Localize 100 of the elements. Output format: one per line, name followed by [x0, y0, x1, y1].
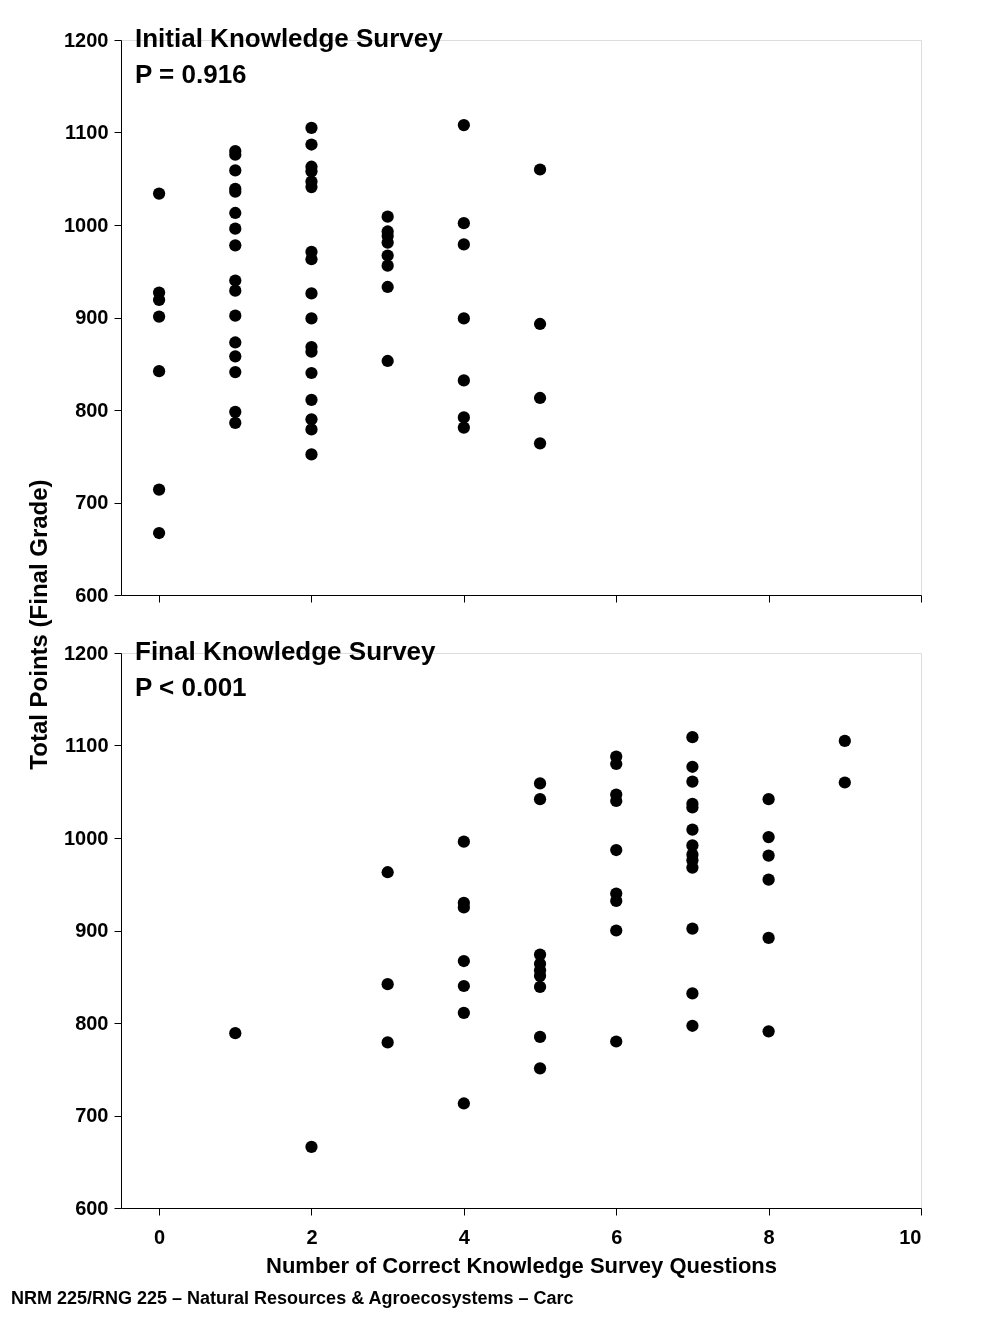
point [381, 354, 394, 368]
point [229, 1027, 242, 1040]
point [457, 411, 470, 424]
point [762, 931, 775, 945]
point [229, 206, 242, 220]
text: NRM 225/RNG 225 – Natural Resources & Agroecosystems – Carc [11, 1288, 574, 1308]
y-tick-label: 900 [75, 306, 109, 328]
point [381, 978, 394, 991]
text: P = 0.916 [135, 59, 247, 89]
y-tick-label: 1000 [64, 826, 109, 849]
x-tick-label: 8 [763, 1225, 775, 1248]
point [229, 365, 242, 379]
y-tick-label: 1100 [65, 121, 109, 143]
y-tick-label: 1000 [64, 213, 109, 236]
point [686, 731, 699, 744]
point [457, 374, 470, 387]
point [229, 350, 242, 363]
point [229, 405, 242, 418]
point [762, 1025, 775, 1038]
y-tick-label: 800 [75, 1011, 109, 1034]
point [305, 393, 318, 406]
point [152, 483, 166, 496]
point [457, 421, 470, 434]
text: P < 0.001 [135, 672, 247, 702]
point [533, 437, 547, 450]
point [152, 365, 166, 378]
point [533, 391, 547, 405]
y-tick-label: 600 [75, 583, 109, 606]
point [457, 238, 470, 251]
point [381, 259, 394, 272]
point [457, 1097, 470, 1110]
point [229, 274, 242, 287]
point [229, 309, 242, 322]
point [610, 924, 623, 937]
y-tick-label: 700 [75, 491, 109, 513]
point [762, 849, 775, 862]
point [229, 416, 242, 430]
point [762, 793, 775, 806]
point [533, 793, 547, 806]
y-tick-label: 600 [75, 1196, 109, 1219]
point [381, 280, 394, 294]
point [457, 1006, 470, 1019]
point [686, 987, 699, 1000]
x-tick-label: 0 [154, 1225, 166, 1248]
point [305, 138, 318, 151]
chart-title: Initial Knowledge Survey [135, 23, 444, 53]
point [610, 1035, 623, 1048]
chart-title: Final Knowledge Survey [135, 636, 437, 666]
point [838, 734, 851, 747]
point [305, 312, 318, 325]
point [533, 980, 547, 994]
x-tick-label: 2 [306, 1225, 318, 1248]
point [686, 760, 699, 773]
point [381, 249, 394, 262]
point [152, 310, 166, 323]
point [457, 312, 470, 325]
point [381, 210, 394, 223]
x-tick-label: 10 [899, 1225, 922, 1248]
point [305, 413, 318, 426]
x-tick-label: 6 [611, 1225, 623, 1248]
point [533, 1030, 547, 1043]
point [229, 222, 242, 235]
y-tick-label: 900 [75, 919, 109, 941]
point [533, 1062, 547, 1075]
point [533, 777, 547, 790]
point [762, 873, 775, 886]
point [229, 284, 242, 297]
point [686, 922, 699, 935]
point [610, 843, 623, 857]
point [381, 866, 394, 879]
point [229, 336, 242, 349]
point [305, 423, 318, 436]
point [457, 118, 470, 132]
point [305, 448, 318, 461]
point [229, 239, 242, 252]
y-tick-label: 1200 [64, 641, 109, 664]
y-tick-label: 1100 [65, 734, 109, 756]
point [381, 1036, 394, 1049]
point [305, 287, 318, 300]
point [457, 835, 470, 848]
point [686, 1019, 699, 1032]
x-axis-title: Number of Correct Knowledge Survey Questions [266, 1252, 777, 1278]
point [838, 776, 851, 789]
point [305, 1140, 318, 1154]
point [457, 954, 470, 968]
y-axis-title: Total Points (Final Grade) [25, 479, 53, 770]
point [152, 187, 166, 200]
y-tick-label: 1200 [64, 28, 109, 51]
point [305, 121, 318, 134]
point [762, 830, 775, 844]
point [152, 526, 166, 540]
point [533, 163, 547, 176]
point [533, 317, 547, 331]
y-tick-label: 700 [75, 1104, 109, 1126]
point [305, 366, 318, 380]
x-tick-label: 4 [458, 1225, 471, 1248]
point [686, 823, 699, 836]
point [229, 164, 242, 177]
y-tick-label: 800 [75, 398, 109, 421]
point [457, 979, 470, 993]
